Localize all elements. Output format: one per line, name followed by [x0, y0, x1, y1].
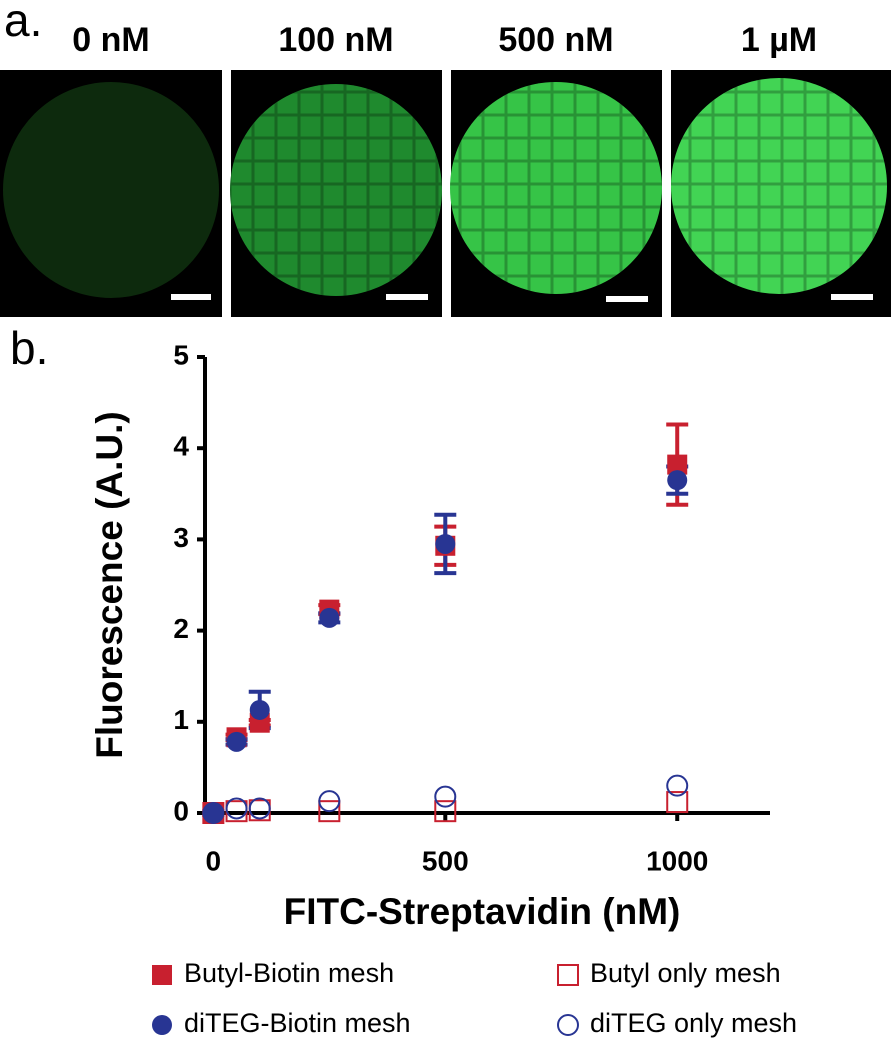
marker [434, 785, 457, 808]
panel-label: b. [10, 322, 48, 374]
micrographs [0, 70, 891, 317]
marker [202, 802, 225, 824]
x-tick-label: 500 [422, 845, 469, 876]
marker [248, 797, 271, 820]
marker [435, 533, 456, 554]
mesh-image [3, 82, 219, 298]
marker [667, 470, 688, 491]
x-axis-label: FITC-Streptavidin (nM) [284, 891, 681, 932]
legend-marker [152, 1015, 172, 1035]
marker [319, 607, 340, 628]
y-tick-label: 1 [173, 704, 189, 735]
image-label: 1 µM [741, 21, 817, 59]
y-tick-label: 3 [173, 522, 189, 553]
legend-label: diTEG-Biotin mesh [184, 1008, 411, 1038]
scale-bar [606, 296, 648, 302]
x-tick-label: 0 [206, 845, 222, 876]
marker [318, 800, 341, 823]
legend-label: Butyl only mesh [590, 958, 781, 988]
y-tick-label: 5 [173, 339, 189, 370]
y-tick-label: 0 [173, 795, 189, 826]
legend-marker [557, 1014, 579, 1036]
x-tick-label: 1000 [646, 845, 708, 876]
image-label: 500 nM [498, 21, 613, 59]
marker [666, 774, 689, 797]
legend-marker [557, 964, 579, 986]
y-tick-label: 4 [173, 431, 189, 462]
mesh-grid [671, 78, 887, 294]
y-axis-label: Fluorescence (A.U.) [89, 411, 130, 758]
scale-bar [831, 294, 873, 300]
panel-label: a. [4, 0, 42, 46]
legend-marker [152, 965, 172, 985]
scale-bar [386, 294, 428, 300]
marker [666, 791, 689, 814]
y-tick-label: 2 [173, 613, 189, 644]
image-label: 100 nM [278, 21, 393, 59]
marker [203, 803, 224, 823]
marker [667, 454, 688, 475]
mesh-grid [230, 84, 442, 296]
scale-bar [171, 294, 211, 300]
marker [249, 699, 270, 720]
legend-label: diTEG only mesh [590, 1008, 797, 1038]
legend-label: Butyl-Biotin mesh [184, 958, 394, 988]
marker [434, 800, 457, 823]
marker [225, 797, 248, 820]
mesh-grid [450, 82, 662, 294]
marker [248, 799, 271, 822]
image-label: 0 nM [72, 21, 149, 59]
marker [318, 790, 341, 813]
marker [226, 731, 247, 752]
